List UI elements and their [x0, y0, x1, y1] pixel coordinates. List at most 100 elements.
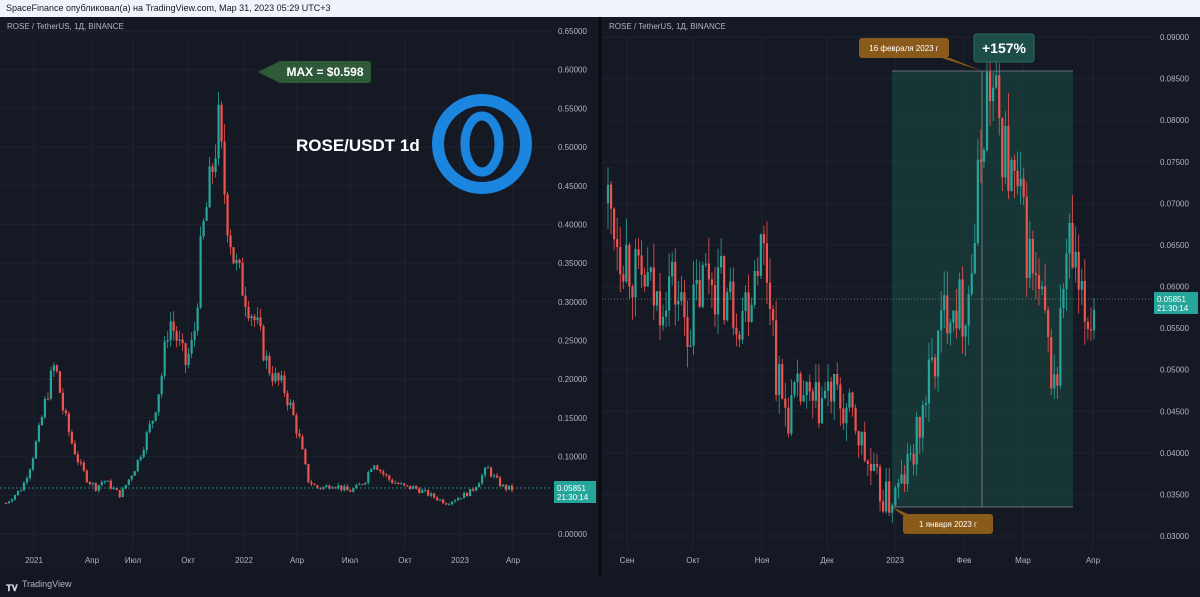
candle-body — [322, 487, 325, 489]
y-tick-label: 0.40000 — [558, 220, 587, 229]
candle-body — [988, 72, 992, 102]
candle-body — [732, 281, 735, 328]
candle-body — [49, 370, 53, 399]
candle-body — [465, 492, 469, 497]
candle-body — [139, 456, 142, 460]
candle-body — [337, 485, 340, 488]
candle-body — [79, 462, 82, 464]
candle-body — [325, 485, 328, 488]
candle-body — [726, 292, 729, 321]
candle-body — [631, 286, 634, 298]
candle-body — [655, 291, 659, 306]
low-label: 1 января 2023 г — [919, 520, 977, 529]
candle-body — [863, 431, 866, 461]
candle-body — [136, 459, 139, 472]
candle-body — [373, 465, 376, 470]
candle-body — [76, 454, 79, 463]
candle-body — [680, 292, 683, 301]
candle-body — [851, 392, 854, 408]
candle-body — [28, 469, 32, 479]
candle-body — [480, 475, 484, 484]
candle-body — [826, 381, 830, 391]
candle-body — [970, 273, 973, 295]
candle-body — [112, 488, 115, 490]
candle-body — [833, 373, 836, 402]
candle-body — [181, 339, 184, 344]
candle-body — [304, 449, 307, 465]
candle-body — [930, 357, 934, 360]
candle-body — [979, 159, 983, 162]
candle-body — [909, 453, 912, 455]
pane-separator[interactable] — [598, 17, 602, 575]
left-chart-pane[interactable]: ROSE / TetherUS, 1Д, BINANCE 0.65000 0.60… — [0, 17, 598, 575]
footer-brand[interactable]: TradingView — [22, 579, 72, 589]
candle-body — [747, 292, 750, 322]
y-tick-label: 0.05500 — [1160, 324, 1189, 333]
candle-body — [157, 394, 160, 413]
candle-body — [259, 317, 262, 327]
candle-body — [729, 281, 732, 293]
tv-logo-icon[interactable]: 𝐓𝐕 — [6, 583, 18, 593]
right-chart-pane[interactable]: ROSE / TetherUS, 1Д, BINANCE 0.09000 0.08… — [602, 17, 1200, 575]
candle-body — [250, 316, 253, 319]
candle-body — [692, 284, 695, 346]
candle-body — [430, 493, 433, 496]
candle-body — [1004, 125, 1007, 178]
x-tick-label: Сен — [620, 556, 635, 565]
candle-body — [784, 398, 787, 408]
right-symbol-label: ROSE / TetherUS, 1Д, BINANCE — [609, 22, 726, 31]
candle-body — [406, 485, 409, 487]
candle-body — [1071, 222, 1074, 268]
candle-body — [151, 420, 154, 424]
candle-body — [205, 207, 208, 221]
candle-body — [10, 499, 14, 502]
candle-body — [504, 484, 508, 490]
candle-body — [964, 325, 967, 337]
candle-body — [220, 104, 223, 142]
y-tick-label: 0.06000 — [1160, 283, 1189, 292]
candle-body — [716, 267, 720, 315]
candle-body — [175, 331, 178, 341]
y-tick-label: 0.08500 — [1160, 75, 1189, 84]
left-chart-svg[interactable]: 0.65000 0.60000 0.55000 0.50000 0.45000 0.400… — [0, 17, 598, 575]
candle-body — [1019, 178, 1022, 187]
left-title: ROSE/USDT 1d — [296, 136, 420, 155]
candle-body — [124, 484, 127, 489]
candle-body — [881, 501, 885, 512]
candle-body — [403, 483, 406, 486]
candle-body — [121, 488, 124, 498]
candle-body — [358, 484, 361, 486]
x-tick-label: Мар — [1015, 556, 1031, 565]
y-tick-label: 0.50000 — [558, 143, 587, 152]
candle-body — [277, 373, 280, 381]
candle-body — [457, 498, 460, 501]
candle-body — [943, 295, 946, 311]
candle-body — [468, 489, 472, 497]
candle-body — [933, 357, 937, 377]
candle-body — [1034, 273, 1038, 276]
x-tick-label: Окт — [181, 556, 195, 565]
candle-body — [839, 384, 842, 409]
max-label: MAX = $0.598 — [286, 65, 363, 79]
candle-body — [808, 381, 811, 392]
right-chart-svg[interactable]: 0.09000 0.08500 0.08000 0.07500 0.07000 0.065… — [602, 17, 1200, 575]
candle-body — [301, 436, 304, 450]
y-tick-label: 0.00000 — [558, 530, 587, 539]
candle-body — [921, 405, 924, 438]
candle-body — [247, 306, 250, 319]
candle-body — [397, 482, 400, 484]
y-tick-label: 0.08000 — [1160, 116, 1189, 125]
candle-body — [445, 503, 448, 505]
candle-body — [495, 475, 499, 478]
candle-body — [349, 490, 352, 492]
candle-body — [894, 487, 897, 506]
candle-body — [439, 499, 442, 501]
candle-body — [253, 316, 256, 321]
left-price-badge-text: 0.05851 — [557, 484, 586, 493]
candle-body — [891, 505, 894, 513]
candle-body — [1050, 337, 1053, 389]
candle-body — [619, 247, 622, 275]
candle-body — [43, 398, 47, 418]
candle-body — [671, 261, 674, 277]
candle-body — [973, 243, 976, 274]
